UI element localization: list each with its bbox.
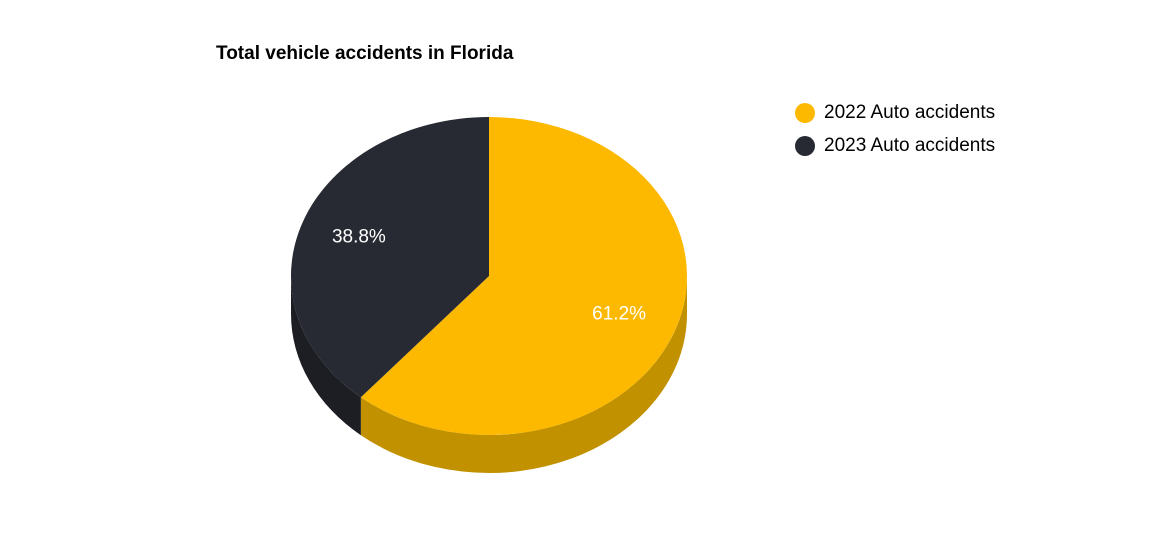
- pie-data-labels: 61.2% 38.8%: [332, 227, 646, 325]
- legend-swatch-2022: [795, 102, 815, 123]
- legend-label-2023: 2023 Auto accidents: [824, 134, 996, 156]
- legend: 2022 Auto accidents 2023 Auto accidents: [795, 96, 995, 162]
- chart-title: Total vehicle accidents in Florida: [216, 43, 514, 64]
- slice-2023-auto-accidents[interactable]: [290, 116, 489, 398]
- pie-slices: [290, 116, 687, 435]
- slice-2023-auto-accidents-label: 38.8%: [332, 227, 386, 248]
- slice-2022-auto-accidents[interactable]: [360, 117, 687, 435]
- slice-2022-auto-accidents-label: 61.2%: [592, 303, 646, 324]
- legend-item-2023[interactable]: 2023 Auto accidents: [795, 129, 995, 162]
- legend-swatch-2023: [795, 135, 815, 156]
- slice-2022-auto-accidents-side: [360, 276, 687, 474]
- pie-depth: [291, 276, 687, 474]
- legend-label-2022: 2022 Auto accidents: [824, 101, 996, 123]
- slice-2023-auto-accidents-side: [291, 276, 361, 436]
- legend-item-2022[interactable]: 2022 Auto accidents: [795, 96, 995, 129]
